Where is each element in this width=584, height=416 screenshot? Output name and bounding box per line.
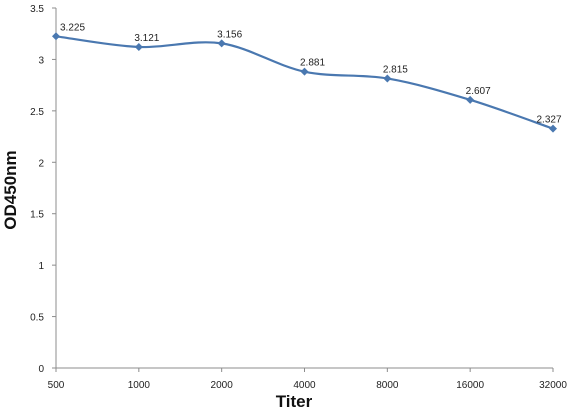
data-label: 2.815: [383, 64, 408, 75]
data-label: 2.327: [536, 115, 561, 126]
x-tick-label: 2000: [211, 380, 234, 391]
data-point: [300, 67, 309, 76]
x-tick-label: 500: [48, 380, 65, 391]
x-tick-label: 1000: [128, 380, 151, 391]
y-tick-label: 0.5: [30, 313, 44, 324]
x-tick-label: 32000: [539, 380, 567, 391]
data-point: [466, 95, 475, 104]
series-group: [52, 32, 557, 133]
x-tick-label: 8000: [376, 380, 399, 391]
y-tick-label: 1: [38, 261, 44, 272]
y-axis-title: OD450nm: [1, 150, 20, 229]
y-axis-ticks: 0 0.5 1 1.5 2 2.5 3 3.5: [30, 4, 56, 375]
x-axis-title: Titer: [276, 392, 313, 411]
data-point: [217, 39, 226, 48]
data-label: 2.607: [466, 86, 491, 97]
x-tick-label: 4000: [293, 380, 316, 391]
y-tick-label: 2.5: [30, 107, 44, 118]
x-axis-ticks: 500 1000 2000 4000 8000 16000 32000: [48, 368, 567, 391]
y-tick-label: 2: [38, 158, 44, 169]
data-label: 2.881: [300, 58, 325, 69]
data-point: [52, 32, 60, 41]
data-label: 3.156: [217, 29, 242, 40]
data-point: [549, 124, 557, 133]
data-labels: 3.225 3.121 3.156 2.881 2.815 2.607 2.327: [60, 22, 562, 125]
y-tick-label: 3.5: [30, 4, 44, 15]
y-tick-label: 0: [38, 364, 44, 375]
data-label: 3.225: [60, 22, 85, 33]
data-label: 3.121: [134, 33, 159, 44]
y-tick-label: 3: [38, 55, 44, 66]
y-tick-label: 1.5: [30, 210, 44, 221]
x-tick-label: 16000: [456, 380, 484, 391]
data-point: [383, 74, 392, 83]
data-point: [134, 42, 143, 51]
